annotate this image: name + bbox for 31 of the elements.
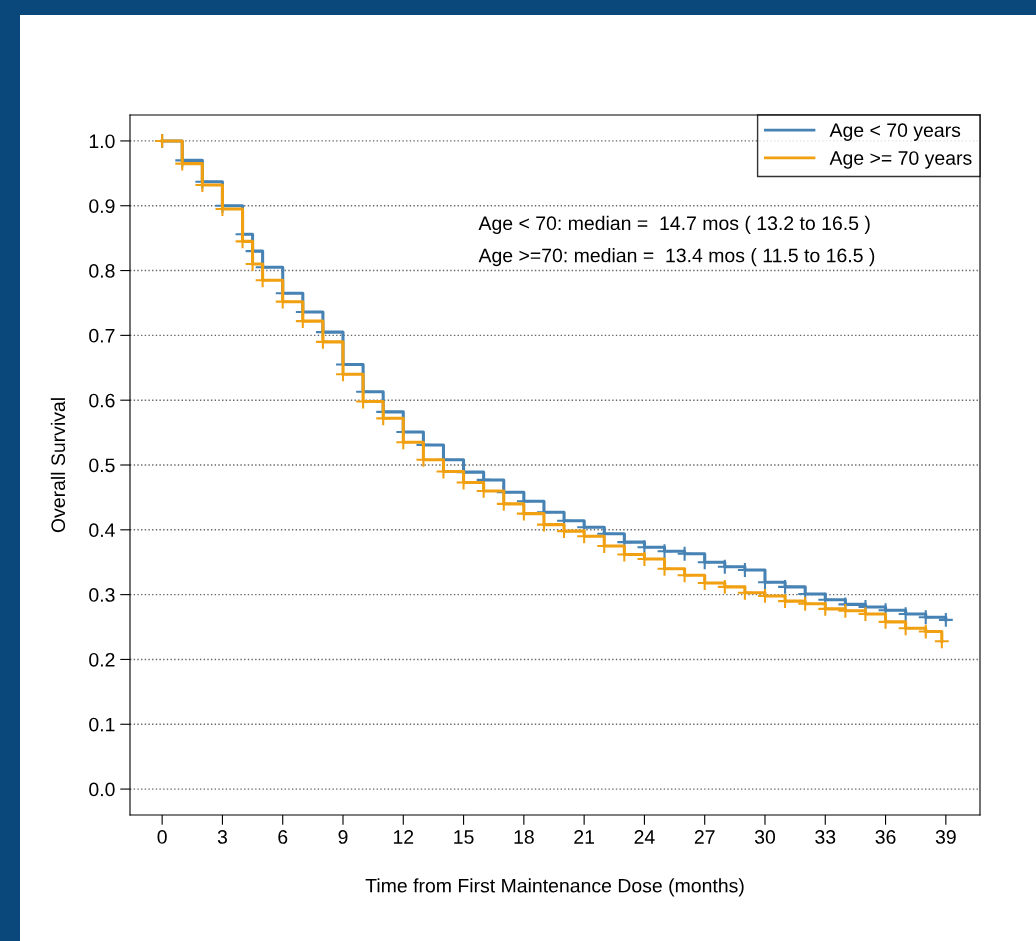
y-tick-label: 1.0 [89,134,115,149]
y-axis-title: Overall Survival [50,398,66,533]
x-tick-label: 3 [217,830,227,844]
y-tick-label: 0.7 [89,328,115,343]
legend-label: Age >= 70 years [829,151,972,169]
y-tick-label: 0.6 [89,393,115,408]
x-tick-label: 21 [574,830,594,844]
y-tick-label: 0.0 [89,782,115,797]
x-tick-label: 15 [454,830,474,844]
y-tick-label: 0.9 [89,199,115,213]
y-tick-label: 0.8 [89,264,115,278]
y-tick-label: 0.1 [89,717,115,732]
x-tick-label: 33 [815,830,836,844]
x-tick-label: 30 [754,830,776,844]
x-tick-label: 6 [278,830,288,844]
x-tick-label: 24 [634,830,655,844]
legend-label: Age < 70 years [829,123,961,141]
y-tick-label: 0.2 [89,652,115,667]
x-tick-label: 27 [694,830,715,844]
x-tick-label: 18 [514,830,534,844]
x-tick-label: 9 [338,830,348,844]
x-axis-title: Time from First Maintenance Dose (months) [365,878,744,897]
y-tick-label: 0.4 [89,523,115,538]
y-tick-label: 0.3 [89,588,115,602]
x-tick-label: 39 [935,830,956,844]
x-tick-label: 12 [393,830,414,844]
annotation: Age < 70: median = 14.7 mos ( 13.2 to 16.5 ) [478,215,870,234]
x-tick-label: 0 [157,830,167,844]
annotation: Age >=70: median = 13.4 mos ( 11.5 to 16.5 ) [478,248,875,267]
x-tick-label: 36 [875,830,896,844]
y-tick-label: 0.5 [89,458,115,473]
